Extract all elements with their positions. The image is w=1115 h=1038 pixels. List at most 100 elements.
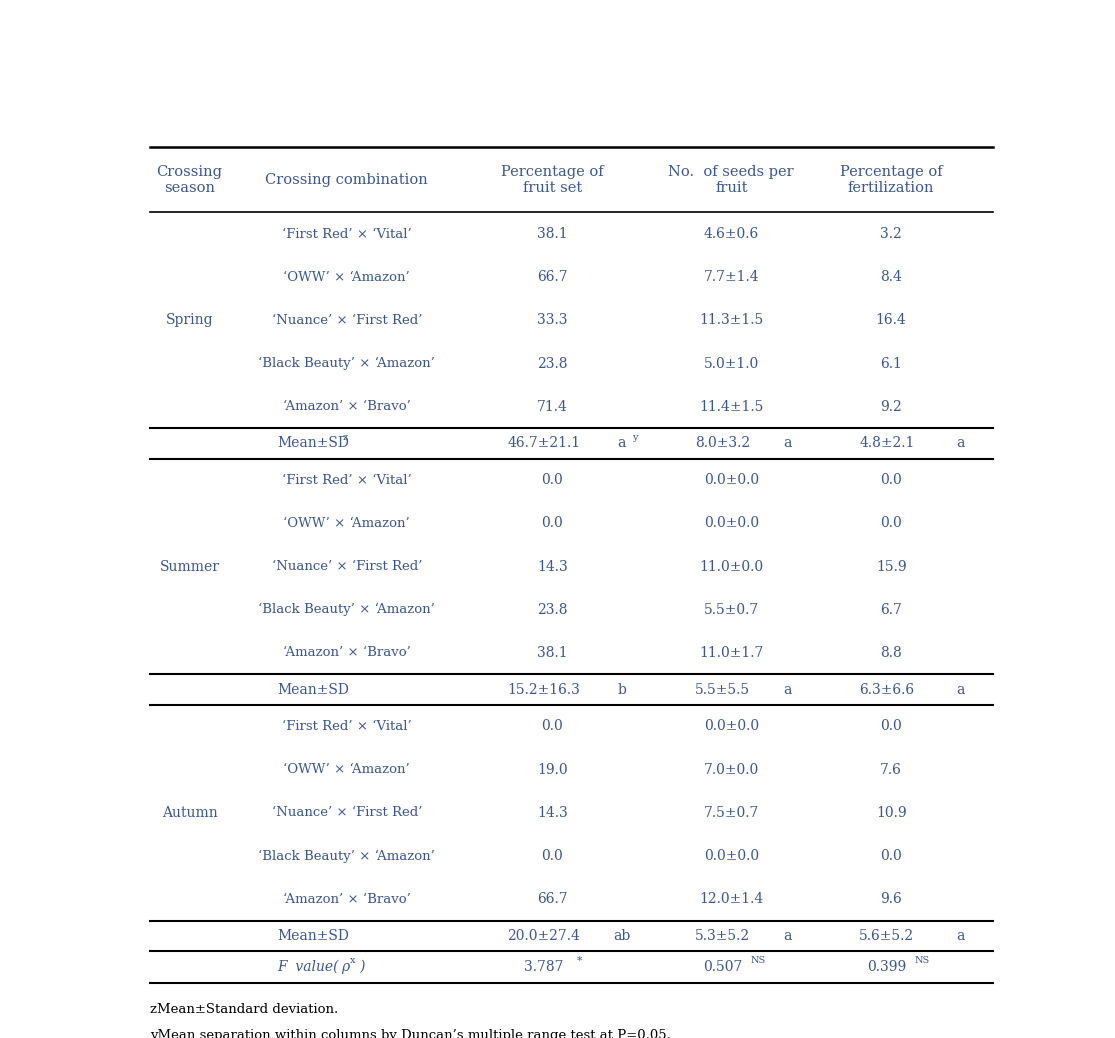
Text: 0.0±0.0: 0.0±0.0 [704,849,759,863]
Text: ‘Amazon’ × ‘Bravo’: ‘Amazon’ × ‘Bravo’ [283,401,410,413]
Text: ρ: ρ [341,960,349,974]
Text: 10.9: 10.9 [876,805,906,820]
Text: 15.2±16.3: 15.2±16.3 [507,683,580,696]
Text: a: a [783,929,792,943]
Text: 6.3±6.6: 6.3±6.6 [860,683,914,696]
Text: 3.2: 3.2 [880,227,902,241]
Text: 38.1: 38.1 [537,227,568,241]
Text: a: a [956,683,964,696]
Text: 20.0±27.4: 20.0±27.4 [507,929,580,943]
Text: 4.6±0.6: 4.6±0.6 [704,227,759,241]
Text: No.  of seeds per
fruit: No. of seeds per fruit [669,165,794,195]
Text: 71.4: 71.4 [537,400,568,414]
Text: 11.3±1.5: 11.3±1.5 [699,313,764,327]
Text: 11.0±1.7: 11.0±1.7 [699,646,764,660]
Text: 46.7±21.1: 46.7±21.1 [507,436,580,450]
Text: z: z [342,433,348,441]
Text: 0.0: 0.0 [542,473,563,487]
Text: 8.4: 8.4 [880,270,902,284]
Text: 7.6: 7.6 [880,763,902,776]
Text: 33.3: 33.3 [537,313,568,327]
Text: 0.0: 0.0 [542,516,563,530]
Text: 0.507: 0.507 [702,960,743,974]
Text: ‘First Red’ × ‘Vital’: ‘First Red’ × ‘Vital’ [282,720,411,733]
Text: ‘First Red’ × ‘Vital’: ‘First Red’ × ‘Vital’ [282,227,411,241]
Text: 66.7: 66.7 [537,270,568,284]
Text: NS: NS [750,956,766,965]
Text: ‘OWW’ × ‘Amazon’: ‘OWW’ × ‘Amazon’ [283,271,410,283]
Text: ‘Nuance’ × ‘First Red’: ‘Nuance’ × ‘First Red’ [272,561,421,573]
Text: Mean±SD: Mean±SD [278,436,349,450]
Text: ‘Amazon’ × ‘Bravo’: ‘Amazon’ × ‘Bravo’ [283,893,410,905]
Text: 0.0: 0.0 [880,849,902,863]
Text: 0.399: 0.399 [867,960,906,974]
Text: Mean±SD: Mean±SD [278,683,349,696]
Text: ): ) [359,960,365,974]
Text: 0.0±0.0: 0.0±0.0 [704,719,759,734]
Text: 14.3: 14.3 [537,559,568,574]
Text: 0.0: 0.0 [542,849,563,863]
Text: NS: NS [914,956,930,965]
Text: 23.8: 23.8 [537,356,568,371]
Text: ab: ab [613,929,630,943]
Text: 9.2: 9.2 [880,400,902,414]
Text: ‘Black Beauty’ × ‘Amazon’: ‘Black Beauty’ × ‘Amazon’ [259,357,435,371]
Text: 6.7: 6.7 [880,603,902,617]
Text: ‘Amazon’ × ‘Bravo’: ‘Amazon’ × ‘Bravo’ [283,647,410,659]
Text: zMean±Standard deviation.: zMean±Standard deviation. [149,1003,338,1016]
Text: Crossing combination: Crossing combination [265,172,428,187]
Text: 5.3±5.2: 5.3±5.2 [695,929,750,943]
Text: 0.0: 0.0 [880,473,902,487]
Text: 7.0±0.0: 7.0±0.0 [704,763,759,776]
Text: *: * [576,956,582,965]
Text: Spring: Spring [166,313,213,327]
Text: y: y [632,433,638,441]
Text: 5.5±5.5: 5.5±5.5 [695,683,750,696]
Text: ‘Black Beauty’ × ‘Amazon’: ‘Black Beauty’ × ‘Amazon’ [259,849,435,863]
Text: 8.0±3.2: 8.0±3.2 [695,436,750,450]
Text: 7.5±0.7: 7.5±0.7 [704,805,759,820]
Text: 0.0: 0.0 [542,719,563,734]
Text: x: x [350,956,356,965]
Text: yMean separation within columns by Duncan’s multiple range test at P=0.05.: yMean separation within columns by Dunca… [149,1029,670,1038]
Text: a: a [783,436,792,450]
Text: 0.0: 0.0 [880,719,902,734]
Text: a: a [956,929,964,943]
Text: 6.1: 6.1 [880,356,902,371]
Text: 5.0±1.0: 5.0±1.0 [704,356,759,371]
Text: 11.4±1.5: 11.4±1.5 [699,400,764,414]
Text: 0.0±0.0: 0.0±0.0 [704,516,759,530]
Text: Summer: Summer [159,559,220,574]
Text: 12.0±1.4: 12.0±1.4 [699,892,764,906]
Text: 0.0: 0.0 [880,516,902,530]
Text: Percentage of
fertilization: Percentage of fertilization [840,165,942,195]
Text: 15.9: 15.9 [876,559,906,574]
Text: 23.8: 23.8 [537,603,568,617]
Text: 11.0±0.0: 11.0±0.0 [699,559,764,574]
Text: 5.6±5.2: 5.6±5.2 [860,929,914,943]
Text: 38.1: 38.1 [537,646,568,660]
Text: a: a [618,436,626,450]
Text: Crossing
season: Crossing season [156,165,223,195]
Text: F  value(: F value( [278,960,339,974]
Text: ‘Black Beauty’ × ‘Amazon’: ‘Black Beauty’ × ‘Amazon’ [259,603,435,617]
Text: a: a [956,436,964,450]
Text: Percentage of
fruit set: Percentage of fruit set [501,165,603,195]
Text: ‘Nuance’ × ‘First Red’: ‘Nuance’ × ‘First Red’ [272,313,421,327]
Text: 16.4: 16.4 [875,313,906,327]
Text: 4.8±2.1: 4.8±2.1 [860,436,914,450]
Text: 0.0±0.0: 0.0±0.0 [704,473,759,487]
Text: 8.8: 8.8 [880,646,902,660]
Text: Mean±SD: Mean±SD [278,929,349,943]
Text: 5.5±0.7: 5.5±0.7 [704,603,759,617]
Text: 14.3: 14.3 [537,805,568,820]
Text: ‘First Red’ × ‘Vital’: ‘First Red’ × ‘Vital’ [282,473,411,487]
Text: a: a [783,683,792,696]
Text: 7.7±1.4: 7.7±1.4 [704,270,759,284]
Text: 19.0: 19.0 [537,763,568,776]
Text: ‘Nuance’ × ‘First Red’: ‘Nuance’ × ‘First Red’ [272,807,421,819]
Text: 66.7: 66.7 [537,892,568,906]
Text: ‘OWW’ × ‘Amazon’: ‘OWW’ × ‘Amazon’ [283,517,410,529]
Text: 9.6: 9.6 [880,892,902,906]
Text: ‘OWW’ × ‘Amazon’: ‘OWW’ × ‘Amazon’ [283,763,410,776]
